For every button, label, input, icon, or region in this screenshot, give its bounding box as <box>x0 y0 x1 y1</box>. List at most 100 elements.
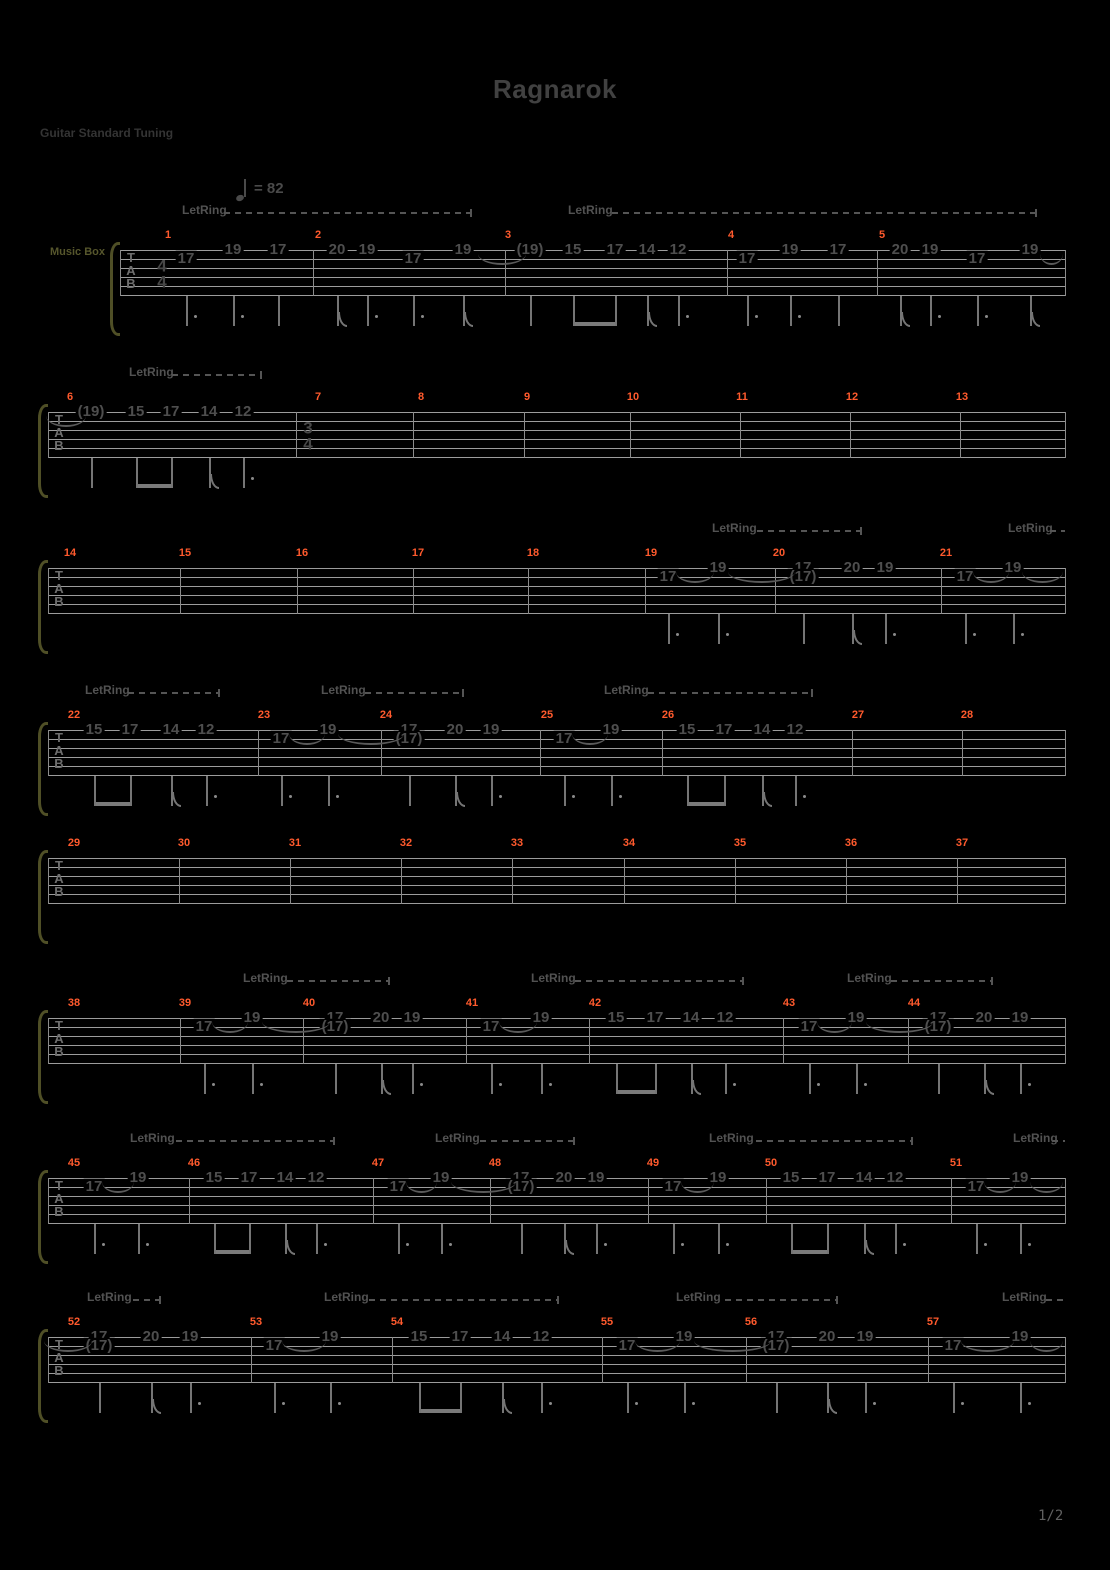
barline <box>928 1337 929 1383</box>
stem <box>718 614 720 644</box>
staff-line <box>48 430 1065 431</box>
tab-clef-letter: B <box>54 1363 64 1378</box>
stem <box>762 776 764 806</box>
fret-number: 20 <box>973 1008 995 1027</box>
measure-number: 19 <box>644 547 658 559</box>
staff-bracket <box>38 404 48 498</box>
duration-dot <box>1028 1402 1031 1405</box>
tab-clef-letter: T <box>55 568 63 583</box>
stem <box>398 1224 400 1254</box>
duration-dot <box>692 1402 695 1405</box>
stem <box>186 296 188 326</box>
fret-number: 17 <box>713 720 735 739</box>
letring-label: LetRing <box>324 1290 369 1304</box>
fret-number: 17 <box>267 240 289 259</box>
measure-number: 36 <box>844 837 858 849</box>
duration-dot <box>676 633 679 636</box>
eighth-flag <box>853 630 862 645</box>
duration-dot <box>1028 1243 1031 1246</box>
fret-number: 19 <box>1009 1327 1031 1346</box>
barline <box>189 1178 190 1224</box>
staff-line <box>48 1187 1065 1188</box>
fret-number: 14 <box>160 720 182 739</box>
quarter-note-icon <box>235 179 246 203</box>
stem <box>206 776 208 806</box>
staff-end-barline <box>1065 250 1066 296</box>
letring-label: LetRing <box>321 683 366 697</box>
duration-dot <box>194 315 197 318</box>
stem <box>463 296 465 326</box>
stem <box>678 296 680 326</box>
time-signature-denominator: 4 <box>303 434 313 454</box>
letring-dash-line <box>287 980 388 982</box>
fret-number: 17 <box>387 1177 409 1196</box>
letring-dash-line <box>133 1299 159 1301</box>
staff-line <box>48 1355 1065 1356</box>
stem <box>965 614 967 644</box>
tie-arc <box>499 1022 537 1033</box>
fret-number: 17 <box>402 249 424 268</box>
fret-number: 19 <box>1019 240 1041 259</box>
staff-line <box>120 277 1065 278</box>
duration-dot <box>260 1083 263 1086</box>
measure-number: 33 <box>510 837 524 849</box>
measure-number: 7 <box>314 391 322 403</box>
stem <box>930 296 932 326</box>
staff-start-barline <box>120 250 121 296</box>
staff-line <box>48 1373 1065 1374</box>
measure-number: 2 <box>314 229 322 241</box>
fret-number: 12 <box>195 720 217 739</box>
eighth-flag <box>565 1240 574 1255</box>
letring-label: LetRing <box>243 971 288 985</box>
barline <box>850 412 851 458</box>
letring-end-tick <box>860 527 862 535</box>
duration-dot <box>336 795 339 798</box>
duration-dot <box>686 315 689 318</box>
measure-number: 49 <box>646 1157 660 1169</box>
duration-dot <box>1028 1083 1031 1086</box>
letring-end-tick <box>836 1296 838 1304</box>
fret-number: 17 <box>657 567 679 586</box>
barline <box>180 568 181 614</box>
beam <box>573 322 617 326</box>
stem <box>856 1064 858 1094</box>
tie-arc <box>572 734 608 745</box>
eighth-flag <box>338 312 347 327</box>
barline <box>846 858 847 904</box>
measure-number: 20 <box>772 547 786 559</box>
staff-end-barline <box>1065 858 1066 904</box>
measure-number: 14 <box>63 547 77 559</box>
barline <box>381 730 382 776</box>
barline <box>392 1337 393 1383</box>
page-indicator: 1/2 <box>1038 1508 1064 1524</box>
fret-number: 17 <box>965 1177 987 1196</box>
stem <box>827 1383 829 1413</box>
measure-number: 55 <box>600 1316 614 1328</box>
duration-dot <box>604 1243 607 1246</box>
duration-dot <box>755 315 758 318</box>
barline <box>524 412 525 458</box>
staff-line <box>48 457 1065 458</box>
stem <box>190 1383 192 1413</box>
stem <box>330 1383 332 1413</box>
stem <box>564 1224 566 1254</box>
duration-dot <box>726 633 729 636</box>
barline <box>401 858 402 904</box>
tie-arc <box>676 572 714 583</box>
stem <box>281 776 283 806</box>
fret-number: 17 <box>480 1017 502 1036</box>
measure-number: 23 <box>257 709 271 721</box>
letring-label: LetRing <box>1002 1290 1047 1304</box>
fret-number: 19 <box>585 1168 607 1187</box>
letring-dash-line <box>891 980 991 982</box>
measure-number: 32 <box>399 837 413 849</box>
stem <box>491 1064 493 1094</box>
stem <box>367 296 369 326</box>
stem <box>530 296 532 326</box>
instrument-label: Music Box <box>50 246 106 258</box>
fret-number: 19 <box>356 240 378 259</box>
measure-number: 27 <box>851 709 865 721</box>
stem <box>611 776 613 806</box>
staff-line <box>48 586 1065 587</box>
measure-number: 52 <box>67 1316 81 1328</box>
